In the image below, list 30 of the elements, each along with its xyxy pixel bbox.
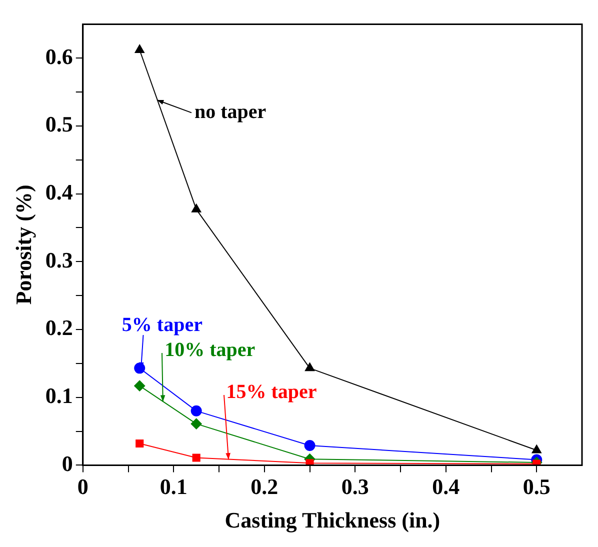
x-tick-label: 0 <box>77 474 88 500</box>
point <box>190 405 202 416</box>
point <box>304 362 315 372</box>
legend-label: no taper <box>194 101 266 124</box>
point <box>134 44 144 53</box>
point <box>192 454 200 462</box>
x-tick-label: 0.5 <box>522 474 550 500</box>
point <box>134 380 146 392</box>
y-tick-label: 0 <box>62 450 73 476</box>
x-tick-label: 0.2 <box>250 474 278 500</box>
y-tick-label: 0.4 <box>45 180 73 205</box>
y-tick-label: 0.6 <box>45 44 73 69</box>
x-axis-title: Casting Thickness (in.) <box>224 507 440 532</box>
text: 15% taper <box>226 380 317 403</box>
x-tick-label: 0.3 <box>341 474 369 500</box>
x-tick-label: 0.4 <box>432 474 460 500</box>
point <box>190 418 202 430</box>
x-tick-label: 0.1 <box>160 474 188 500</box>
point <box>192 204 202 212</box>
point <box>136 439 144 448</box>
point <box>304 440 316 452</box>
y-tick-label: 0.1 <box>45 383 73 408</box>
point <box>532 444 542 454</box>
series-label: 5% taper <box>122 314 202 336</box>
y-axis-title: Porosity (%) <box>10 184 36 305</box>
series-label: 10% taper <box>164 338 256 361</box>
y-tick-label: 0.3 <box>45 247 73 272</box>
point <box>306 459 314 466</box>
y-tick-label: 0.5 <box>45 112 73 137</box>
y-tick-label: 0.2 <box>45 315 73 340</box>
